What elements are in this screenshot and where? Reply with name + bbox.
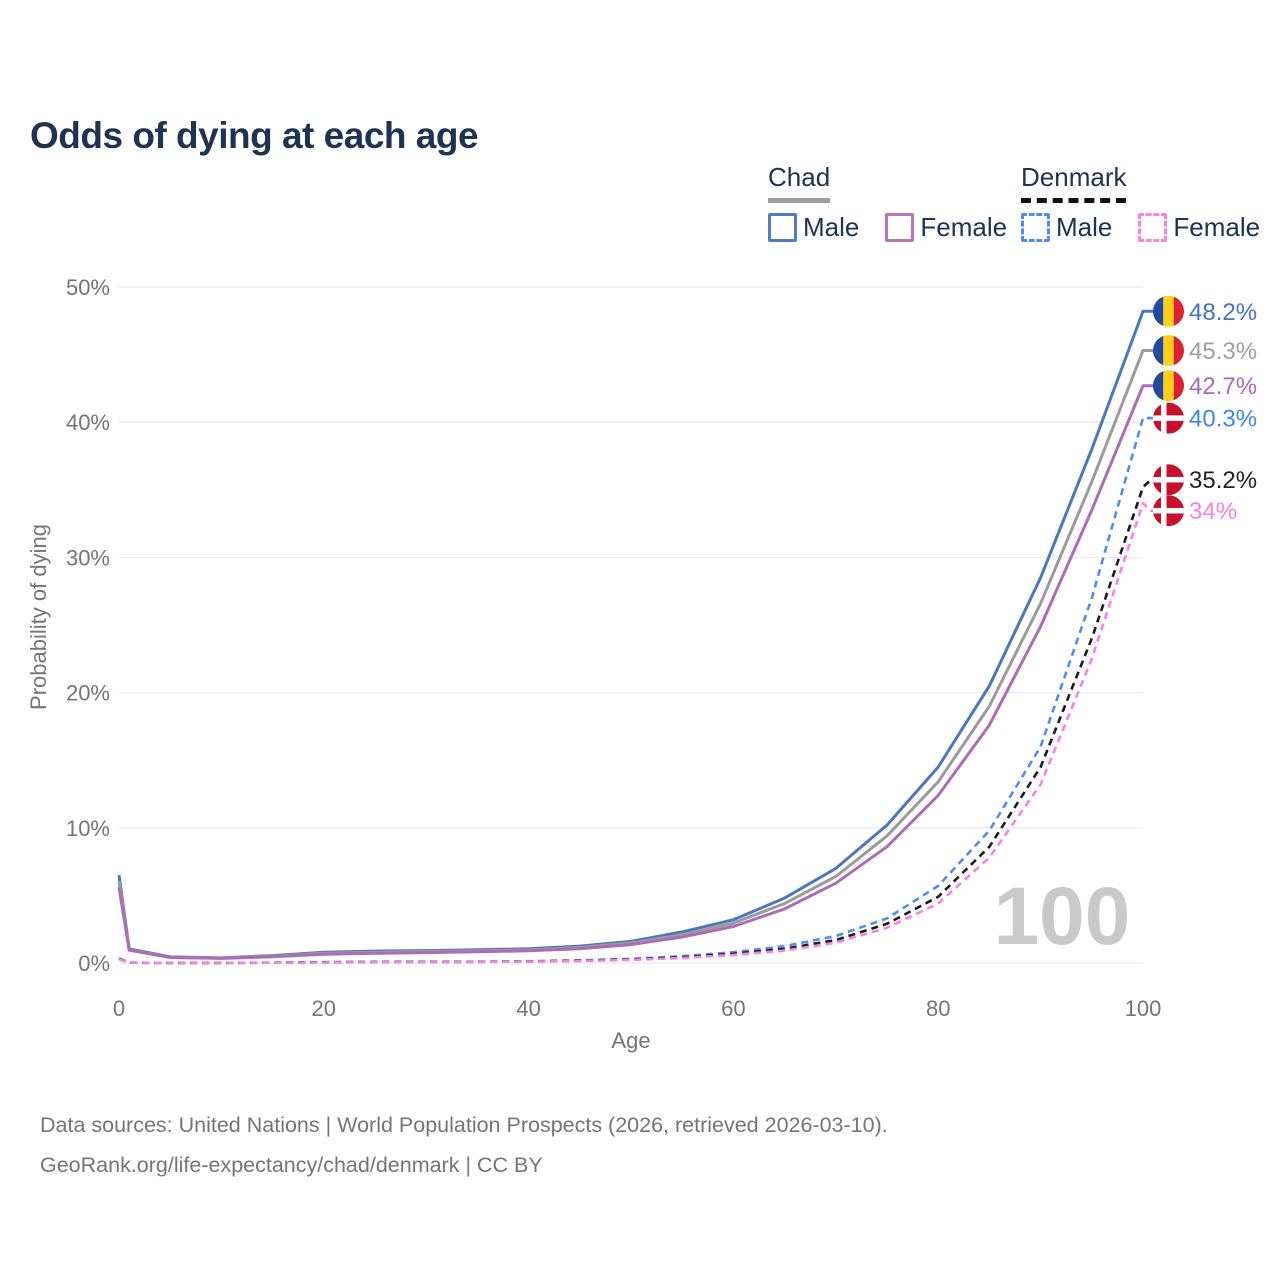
age-watermark: 100 [994, 871, 1131, 962]
legend-group-chad: Chad Male Female [768, 162, 1007, 243]
legend-item-chad-male[interactable]: Male [768, 212, 859, 243]
legend-item-chad-female[interactable]: Female [885, 212, 1007, 243]
chart-line-chad-female [117, 384, 1154, 960]
denmark-female-swatch-icon[interactable] [1138, 213, 1168, 242]
legend-label: Male [803, 212, 860, 242]
y-tick-label: 0% [78, 951, 110, 976]
y-tick-label: 20% [66, 681, 110, 706]
end-value-label-denmark-both: 35.2% [1189, 467, 1257, 494]
footer-attribution: GeoRank.org/life-expectancy/chad/denmark… [40, 1153, 543, 1177]
end-value-label-chad-female: 42.7% [1189, 373, 1257, 400]
y-tick-label: 30% [66, 545, 110, 570]
end-value-label-chad-male: 48.2% [1189, 299, 1257, 326]
x-tick-label: 80 [926, 996, 950, 1021]
y-tick-label: 40% [66, 410, 110, 435]
chart-line-denmark-female [118, 502, 1154, 965]
x-tick-label: 40 [516, 996, 540, 1021]
legend-label: Female [1173, 212, 1261, 242]
legend-label: Female [920, 212, 1008, 242]
y-tick-label: 10% [66, 816, 110, 841]
legend-item-denmark-female[interactable]: Female [1138, 212, 1260, 243]
series-layer [117, 309, 1154, 965]
denmark-flag-icon [1153, 464, 1184, 496]
denmark-male-swatch-icon[interactable] [1021, 213, 1050, 242]
footer-sources: Data sources: United Nations | World Pop… [40, 1113, 888, 1137]
denmark-flag-icon [1153, 495, 1184, 527]
x-tick-label: 60 [721, 996, 745, 1021]
grid-layer: 0% 10% 20% 30% 40% 50% 0 20 40 60 80 100 [66, 275, 1161, 1021]
chart-line-chad-male [117, 309, 1154, 960]
chad-flag-icon [1153, 335, 1184, 367]
end-value-label-chad-both: 45.3% [1189, 338, 1257, 365]
y-tick-label: 50% [66, 275, 110, 300]
x-tick-label: 100 [1125, 996, 1162, 1021]
x-tick-label: 0 [113, 996, 125, 1021]
end-label-layer: 48.2% 45.3% 42.7% 40.3% 35.2% 34% [1153, 295, 1257, 527]
chad-female-swatch-icon[interactable] [885, 213, 915, 242]
chart-line-chad-both [117, 349, 1154, 960]
legend-label: Male [1056, 212, 1113, 242]
x-axis-title: Age [611, 1028, 650, 1053]
y-axis-title: Probability of dying [26, 524, 51, 710]
denmark-flag-icon [1153, 402, 1184, 434]
legend-country-chad[interactable]: Chad [768, 162, 831, 203]
end-value-label-denmark-female: 34% [1189, 498, 1237, 525]
footer: Data sources: United Nations | World Pop… [40, 1105, 888, 1185]
legend-item-denmark-male[interactable]: Male [1021, 212, 1112, 243]
chad-flag-icon [1153, 370, 1184, 402]
page-title: Odds of dying at each age [30, 114, 479, 156]
chad-male-swatch-icon[interactable] [768, 213, 797, 242]
x-tick-label: 20 [312, 996, 336, 1021]
legend-group-denmark: Denmark Male Female [1021, 162, 1260, 243]
end-value-label-denmark-male: 40.3% [1189, 406, 1257, 433]
legend-country-denmark[interactable]: Denmark [1021, 162, 1127, 203]
chad-flag-icon [1153, 295, 1184, 327]
